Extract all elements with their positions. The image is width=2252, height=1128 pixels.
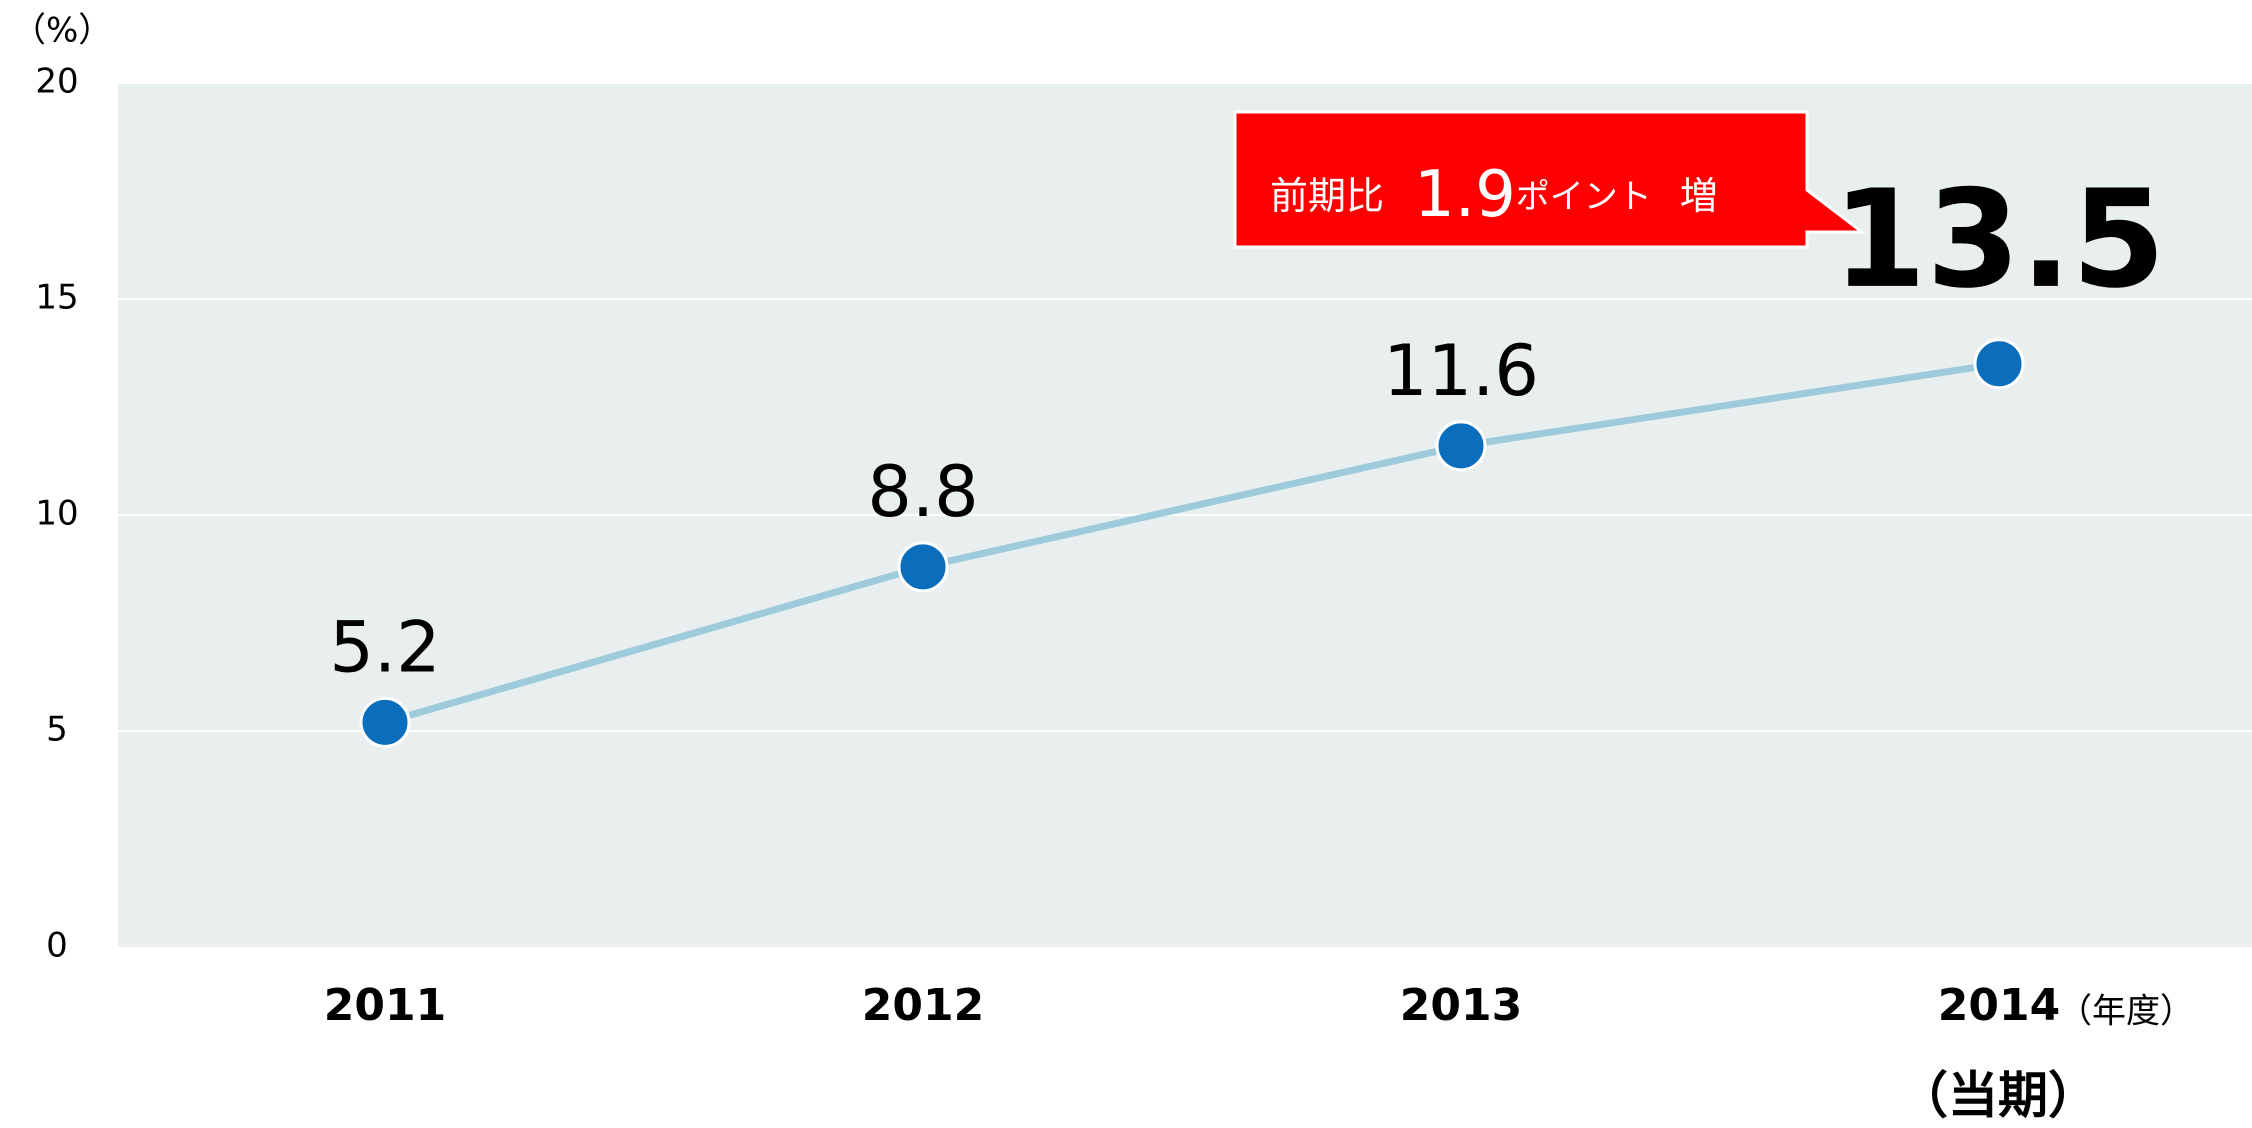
annotation-value: 1.9 (1414, 158, 1516, 232)
marker (1973, 338, 2025, 390)
y-tick-label: 10 (35, 494, 78, 534)
x-axis-label: （年度） (2058, 992, 2194, 1032)
annotation-text: 前期比 1.9ポイント増 (1270, 158, 1718, 232)
y-axis-label: （%） (12, 11, 112, 51)
x-tick-label: 2012 (862, 980, 984, 1031)
marker (359, 696, 411, 748)
y-tick-label: 0 (46, 926, 68, 966)
annotation-prefix: 前期比 (1270, 174, 1384, 218)
value-label: 11.6 (1383, 330, 1539, 412)
x-tick-label: 2014 (1938, 980, 2060, 1031)
annotation-suffix: 増 (1680, 174, 1718, 218)
annotation: 前期比 1.9ポイント増 (1233, 110, 1867, 249)
y-tick-label: 20 (35, 62, 78, 102)
value-label: 8.8 (867, 451, 978, 533)
annotation-unit: ポイント (1516, 177, 1652, 217)
marker (1435, 420, 1487, 472)
value-label: 5.2 (329, 606, 440, 688)
annotation-box (1233, 110, 1867, 249)
value-label: 13.5 (1832, 161, 2165, 318)
line (384, 360, 2000, 726)
y-tick-label: 15 (35, 278, 78, 318)
marker (897, 541, 949, 593)
x-tick-label: 2013 (1400, 980, 1522, 1031)
note: （当期） (1898, 1067, 2098, 1125)
x-tick-label: 2011 (324, 980, 446, 1031)
y-tick-label: 5 (46, 710, 68, 750)
